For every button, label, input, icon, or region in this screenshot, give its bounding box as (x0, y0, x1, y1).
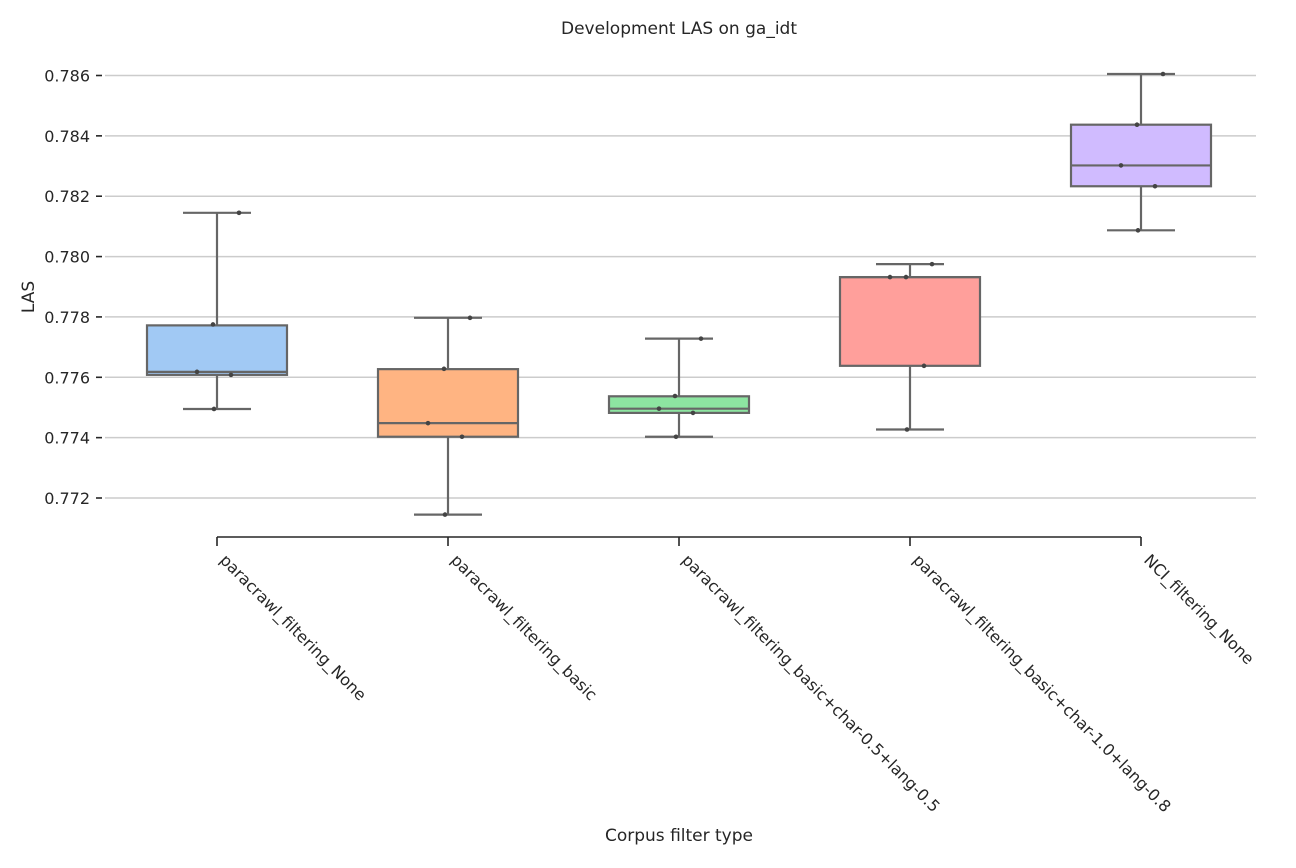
data-point (929, 261, 935, 267)
y-tick-label: 0.784 (44, 127, 90, 146)
data-point (441, 366, 447, 372)
y-tick-label: 0.782 (44, 187, 90, 206)
y-tick-label: 0.772 (44, 489, 90, 508)
data-point (1152, 183, 1158, 189)
x-axis: paracrawl_filtering_None paracrawl_filter… (215, 536, 1258, 817)
y-axis-ticks: 0.772 0.774 0.776 0.778 0.780 0.782 0.784 0.786 (44, 67, 102, 508)
data-point (656, 406, 662, 411)
data-point (425, 420, 431, 426)
y-tick-label: 0.776 (44, 368, 90, 387)
data-point (459, 434, 465, 440)
box-iqr (145, 324, 289, 376)
data-point (1160, 71, 1166, 77)
data-point (1135, 228, 1141, 233)
x-tick-label: paracrawl_filtering_basic (446, 550, 601, 705)
y-axis-label: LAS (19, 281, 39, 313)
box-group (1069, 71, 1213, 233)
box-group (838, 261, 982, 432)
x-tick-label: NCI_filtering_None (1139, 550, 1257, 668)
box-iqr (838, 275, 982, 367)
y-tick-label: 0.774 (44, 429, 90, 448)
x-tick-label: paracrawl_filtering_None (215, 550, 370, 705)
data-point (690, 410, 696, 416)
box-group (376, 315, 520, 517)
x-axis-label: Corpus filter type (605, 826, 753, 846)
data-point (236, 210, 242, 216)
box-iqr (1069, 123, 1213, 188)
data-point (698, 336, 704, 341)
box-group (607, 336, 751, 440)
data-point (1118, 163, 1124, 168)
data-point (887, 274, 893, 280)
y-tick-label: 0.778 (44, 308, 90, 327)
data-point (1134, 122, 1140, 127)
x-tick-label: paracrawl_filtering_basic+char-1.0+lang-… (908, 550, 1174, 816)
box-iqr (607, 395, 751, 414)
data-point (442, 512, 448, 517)
data-point (903, 274, 909, 280)
box-group (145, 210, 289, 412)
data-point (673, 434, 679, 440)
data-point (467, 315, 473, 321)
box-iqr (376, 368, 520, 438)
data-point (672, 393, 678, 399)
boxes-layer (145, 71, 1213, 517)
data-point (921, 363, 927, 369)
grid-layer (105, 74, 1256, 499)
data-point (210, 322, 216, 327)
y-tick-label: 0.786 (44, 67, 90, 86)
data-point (228, 372, 234, 378)
data-point (211, 406, 217, 412)
x-tick-label: paracrawl_filtering_basic+char-0.5+lang-… (677, 550, 943, 816)
data-point (194, 369, 200, 375)
chart-title: Development LAS on ga_idt (561, 19, 797, 39)
y-tick-label: 0.780 (44, 248, 90, 267)
data-point (904, 427, 910, 432)
